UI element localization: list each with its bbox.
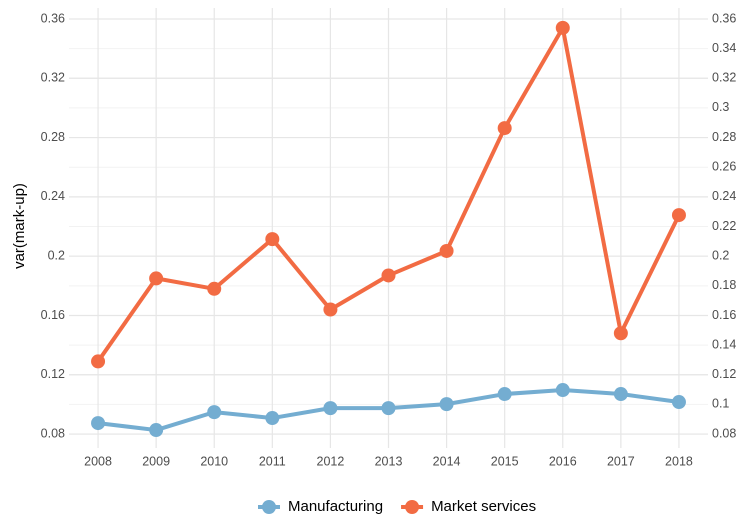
point: [91, 416, 106, 431]
y-tick-label: 0.16: [41, 308, 65, 322]
y-tick-label: 0.36: [41, 11, 65, 25]
x-tick-label: 2008: [84, 454, 112, 468]
point: [149, 271, 164, 286]
point: [613, 387, 628, 402]
y2-tick-label: 0.18: [712, 278, 736, 292]
legend-marker: [405, 500, 420, 514]
point: [265, 232, 280, 247]
x-tick-label: 2011: [259, 454, 286, 468]
x-tick-label: 2009: [142, 454, 170, 468]
point: [381, 268, 396, 283]
y2-tick-label: 0.22: [712, 219, 736, 233]
y2-tick-label: 0.36: [712, 11, 736, 25]
legend-label: Market services: [431, 498, 536, 515]
y-tick-label: 0.08: [41, 426, 65, 440]
point: [265, 411, 280, 426]
x-tick-label: 2015: [491, 454, 519, 468]
point: [555, 20, 570, 35]
point: [439, 397, 454, 412]
legend-label: Manufacturing: [288, 498, 383, 515]
y2-tick-label: 0.24: [712, 189, 736, 203]
point: [671, 208, 686, 223]
y2-tick-label: 0.32: [712, 71, 736, 85]
y2-tick-label: 0.2: [712, 248, 729, 262]
y2-tick-label: 0.12: [712, 367, 736, 381]
y2-tick-label: 0.26: [712, 160, 736, 174]
y2-tick-label: 0.16: [712, 308, 736, 322]
x-tick-label: 2016: [549, 454, 577, 468]
x-tick-label: 2012: [317, 454, 345, 468]
y-tick-label: 0.28: [41, 130, 65, 144]
point: [207, 281, 222, 296]
x-tick-label: 2018: [665, 454, 693, 468]
point: [497, 387, 512, 402]
point: [671, 395, 686, 410]
y-tick-label: 0.2: [48, 248, 65, 262]
point: [497, 121, 512, 136]
x-tick-label: 2013: [375, 454, 403, 468]
x-tick-label: 2010: [200, 454, 228, 468]
x-tick-label: 2017: [607, 454, 635, 468]
y-axis-label: var(mark-up): [11, 183, 28, 269]
y2-tick-label: 0.34: [712, 41, 736, 55]
y2-tick-label: 0.08: [712, 426, 736, 440]
point: [91, 354, 106, 369]
point: [207, 405, 222, 420]
y2-tick-label: 0.28: [712, 130, 736, 144]
y2-tick-label: 0.3: [712, 100, 729, 114]
legend-marker: [262, 500, 276, 514]
point: [555, 383, 570, 398]
point: [439, 243, 454, 258]
y-tick-label: 0.24: [41, 189, 65, 203]
point: [323, 302, 338, 317]
x-tick-label: 2014: [433, 454, 461, 468]
y-tick-label: 0.12: [41, 367, 65, 381]
y2-tick-label: 0.1: [712, 397, 729, 411]
point: [381, 401, 396, 416]
y-tick-label: 0.32: [41, 71, 65, 85]
point: [149, 423, 164, 438]
point: [323, 401, 338, 416]
point: [613, 326, 628, 341]
y2-tick-label: 0.14: [712, 337, 736, 351]
